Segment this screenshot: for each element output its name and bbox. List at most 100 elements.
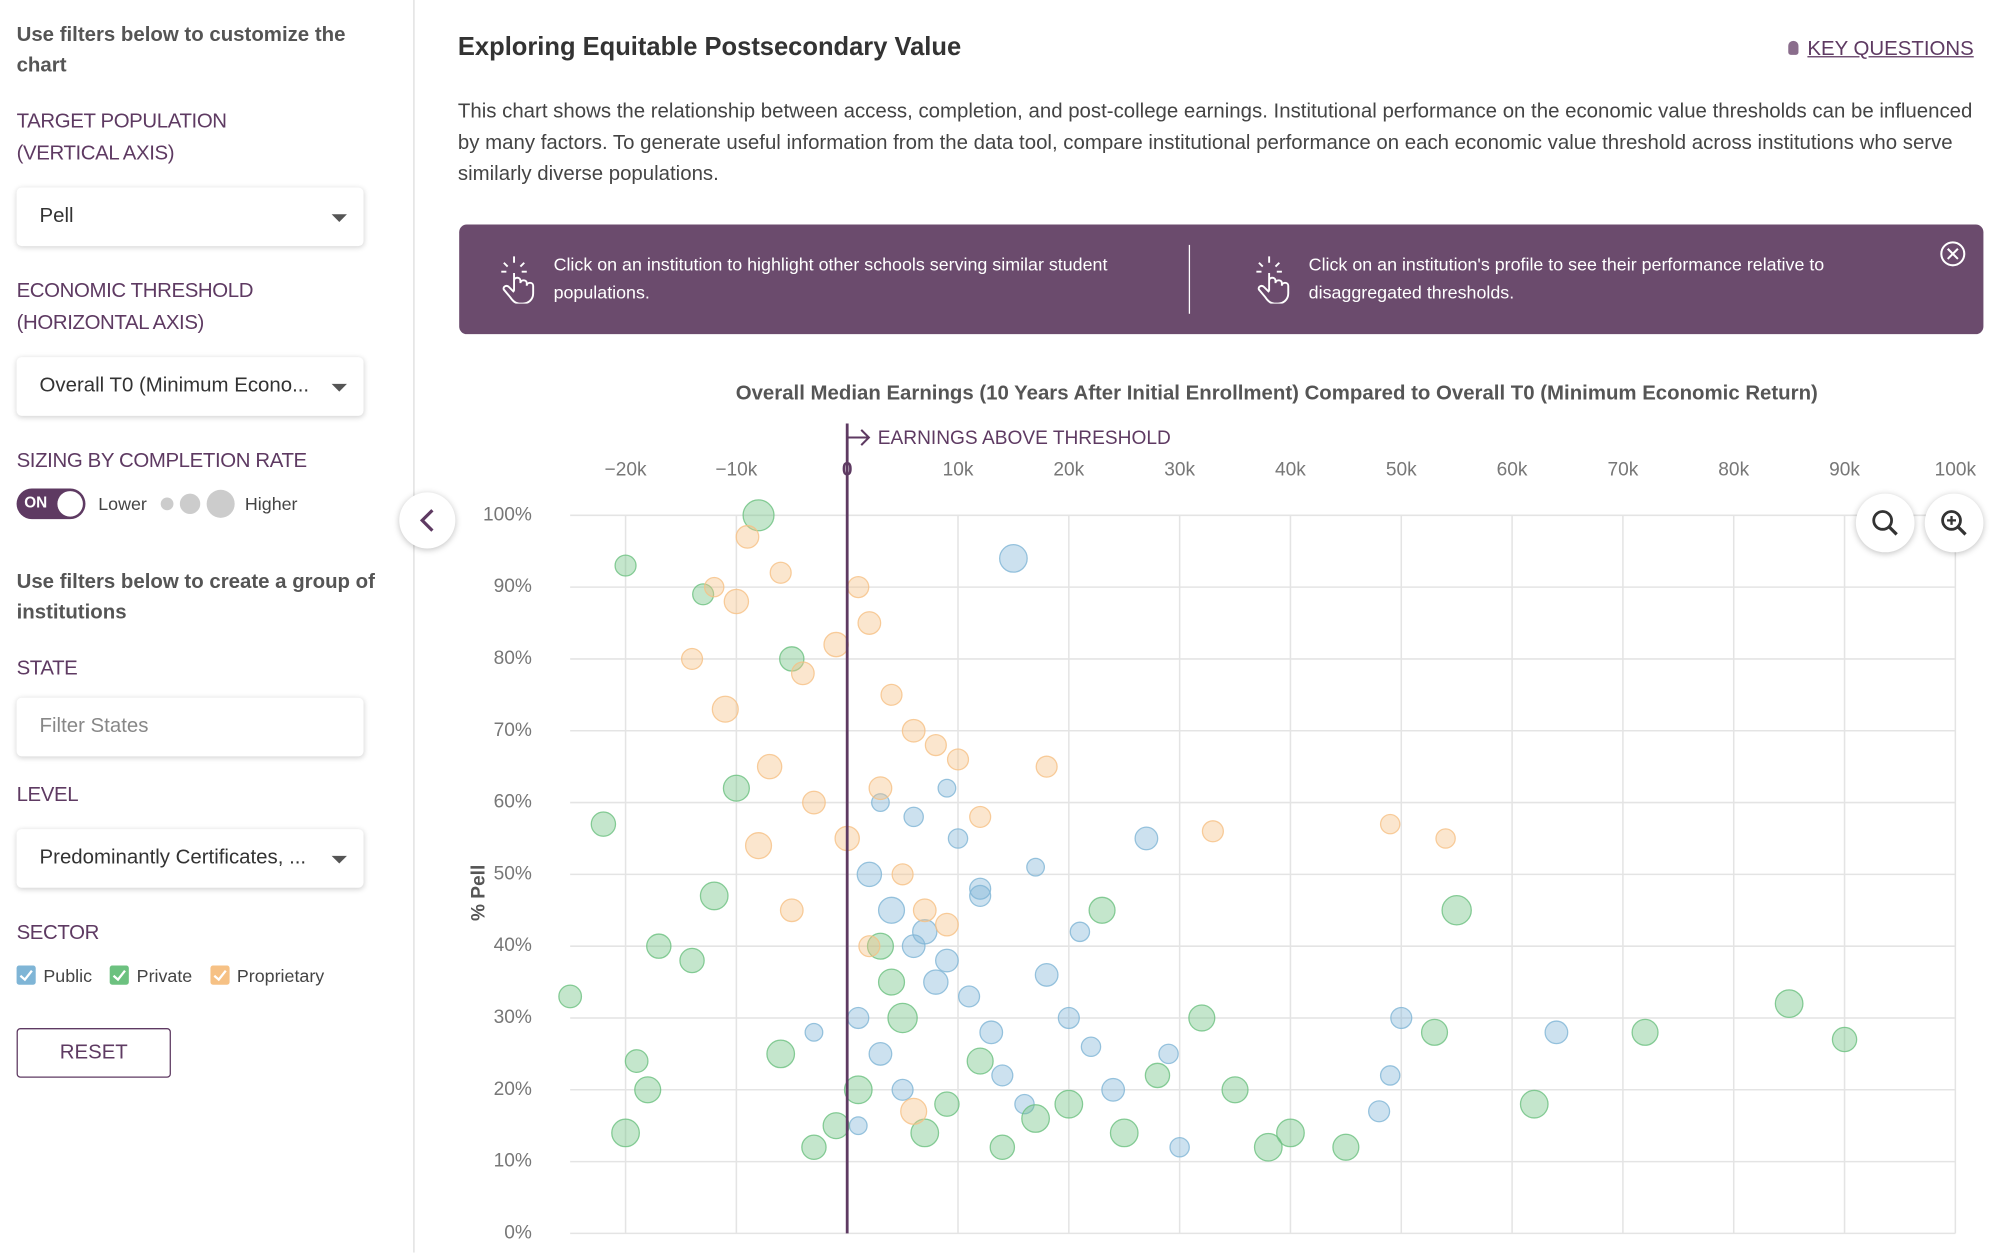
bubble xyxy=(766,1039,796,1069)
placeholder: Filter States xyxy=(39,715,149,738)
x-tick-label: 30k xyxy=(1164,460,1195,481)
legend-item[interactable]: Proprietary xyxy=(210,965,325,986)
sidebar-intro: Use filters below to customize the chart xyxy=(16,24,346,77)
bubble xyxy=(856,861,883,888)
bubble xyxy=(680,647,704,671)
tip-text: Click on an institution's profile to see… xyxy=(1308,253,1825,303)
dropdown[interactable]: Overall T0 (Minimum Econo... xyxy=(16,357,364,416)
legend-item[interactable]: Private xyxy=(109,965,192,986)
bubble xyxy=(979,1020,1004,1045)
bubble xyxy=(646,933,672,959)
bubble xyxy=(1109,1118,1139,1148)
legend-swatch xyxy=(16,965,36,985)
x-tick-label: 70k xyxy=(1607,460,1638,481)
bubble xyxy=(692,583,715,606)
bubble xyxy=(1158,1043,1179,1065)
state-input[interactable]: Filter States xyxy=(16,697,364,757)
bubble xyxy=(1519,1089,1549,1119)
bubble xyxy=(1026,857,1046,877)
bubble xyxy=(779,898,804,923)
bubble xyxy=(742,499,775,532)
hand-icon xyxy=(1256,256,1290,304)
y-tick-label: 20% xyxy=(494,1079,532,1100)
bubble xyxy=(590,811,617,837)
bubble xyxy=(912,898,937,923)
bubble xyxy=(802,790,826,815)
bubble xyxy=(804,1022,824,1042)
reset-button[interactable]: RESET xyxy=(16,1028,171,1078)
bubble xyxy=(1221,1076,1249,1104)
bubble xyxy=(699,881,729,911)
bubble xyxy=(857,611,882,635)
bubble xyxy=(924,734,947,757)
bubble xyxy=(1057,1006,1080,1030)
x-tick-label: 20k xyxy=(1053,460,1084,481)
y-tick-label: 90% xyxy=(494,576,532,597)
dropdown[interactable]: Pell xyxy=(16,187,364,247)
bubble xyxy=(934,1091,960,1117)
legend-label: Public xyxy=(43,965,93,986)
bubble xyxy=(1631,1018,1659,1046)
toggle-text: ON xyxy=(24,493,48,512)
zoom-button[interactable] xyxy=(1924,493,1984,553)
bubble xyxy=(937,778,957,798)
bubble xyxy=(558,984,583,1009)
filter-label: SIZING BY COMPLETION RATE xyxy=(16,450,308,472)
legend-item[interactable]: Public xyxy=(16,965,93,986)
bubble xyxy=(847,1006,870,1030)
bubble xyxy=(1144,1062,1171,1089)
y-tick-label: 70% xyxy=(494,720,532,741)
bubble xyxy=(1441,895,1472,926)
bubble xyxy=(1034,962,1059,987)
bubble xyxy=(887,1002,918,1034)
bubble xyxy=(756,753,783,780)
size-higher: Higher xyxy=(244,493,298,515)
key-questions-link[interactable]: KEY QUESTIONS xyxy=(1788,38,1974,61)
bubble xyxy=(769,561,792,584)
bubble xyxy=(957,985,981,1008)
bubble xyxy=(711,695,739,723)
bubble xyxy=(999,543,1028,573)
filter-label: LEVEL xyxy=(16,784,79,807)
legend-swatch xyxy=(109,965,130,985)
hand-icon xyxy=(501,256,535,304)
close-button[interactable] xyxy=(1939,240,1967,268)
y-tick-label: 0% xyxy=(504,1222,532,1243)
filter-label: TARGET POPULATION (VERTICAL AXIS) xyxy=(16,110,227,165)
bubble xyxy=(722,774,750,802)
dropdown-value: Pell xyxy=(39,205,74,228)
toggle[interactable]: ON xyxy=(16,488,86,520)
search-button[interactable] xyxy=(1855,493,1915,553)
legend-label: Proprietary xyxy=(236,965,325,986)
bubble xyxy=(912,919,938,945)
x-tick-label: 90k xyxy=(1829,460,1860,481)
bubble xyxy=(1069,921,1091,943)
bubble xyxy=(877,968,906,996)
x-tick-label: 80k xyxy=(1718,460,1749,481)
y-tick-label: 60% xyxy=(494,792,532,813)
bubble xyxy=(969,884,992,908)
dropdown[interactable]: Predominantly Certificates, ... xyxy=(16,829,364,888)
bubble xyxy=(901,718,926,743)
bubble xyxy=(900,1097,928,1125)
threshold-flag xyxy=(847,429,871,446)
bubble xyxy=(1379,1065,1401,1086)
y-tick-label: 30% xyxy=(494,1007,532,1028)
collapse-button[interactable] xyxy=(399,492,456,549)
x-tick-label: 40k xyxy=(1275,460,1306,481)
bubble xyxy=(1201,820,1224,843)
bubble xyxy=(1332,1133,1360,1161)
sidebar: Use filters below to customize the chart… xyxy=(0,0,415,1253)
bubble xyxy=(1054,1089,1084,1119)
bubble xyxy=(877,896,906,924)
bubble xyxy=(880,683,903,706)
chart-title: Overall Median Earnings (10 Years After … xyxy=(736,383,1818,405)
bubble xyxy=(1831,1026,1858,1053)
x-tick-label: 10k xyxy=(943,460,974,481)
bubble xyxy=(790,661,815,686)
bubble xyxy=(946,748,970,771)
bubble xyxy=(1021,1104,1050,1133)
bubble xyxy=(1390,1006,1413,1030)
